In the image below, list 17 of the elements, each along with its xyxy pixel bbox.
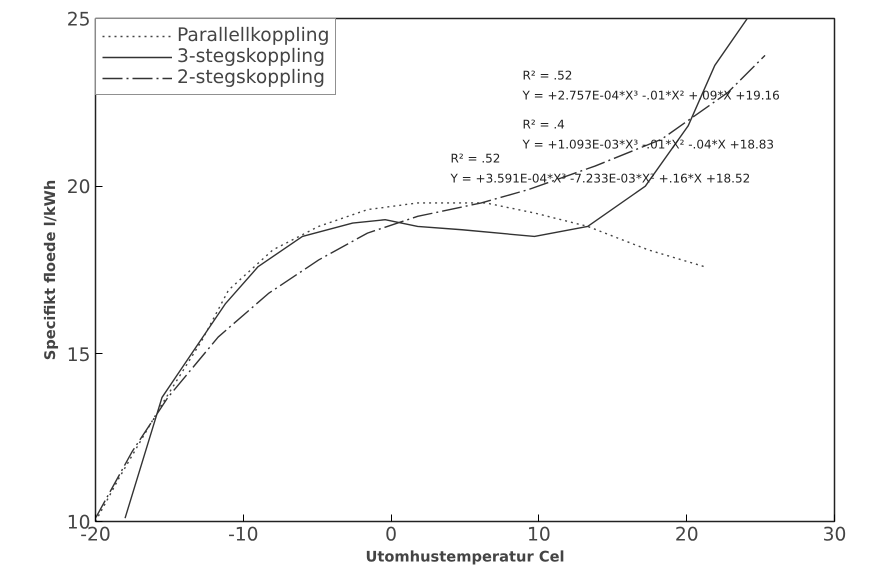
x-axis-title: Utomhustemperatur Cel bbox=[365, 548, 565, 566]
y-tick-label: 25 bbox=[66, 10, 91, 30]
y-tick-label: 15 bbox=[66, 344, 91, 366]
x-tick-label: 10 bbox=[527, 524, 551, 546]
legend-label: Parallellkoppling bbox=[177, 25, 330, 46]
x-tick-label: 20 bbox=[674, 524, 699, 546]
y-axis-title: Specifikt floede l/kWh bbox=[42, 180, 59, 360]
x-tick-label: 30 bbox=[822, 524, 846, 546]
x-tick-label: -10 bbox=[228, 524, 259, 546]
legend-label: 3-stegskoppling bbox=[177, 46, 325, 67]
legend-label: 2-stegskoppling bbox=[177, 67, 325, 88]
annotation: R² = .52 bbox=[450, 152, 500, 166]
annotation: R² = .52 bbox=[522, 68, 572, 82]
y-tick-label: 20 bbox=[66, 177, 91, 198]
x-tick-label: 0 bbox=[385, 524, 398, 546]
line-series bbox=[96, 202, 706, 522]
annotation: R² = .4 bbox=[522, 118, 565, 132]
